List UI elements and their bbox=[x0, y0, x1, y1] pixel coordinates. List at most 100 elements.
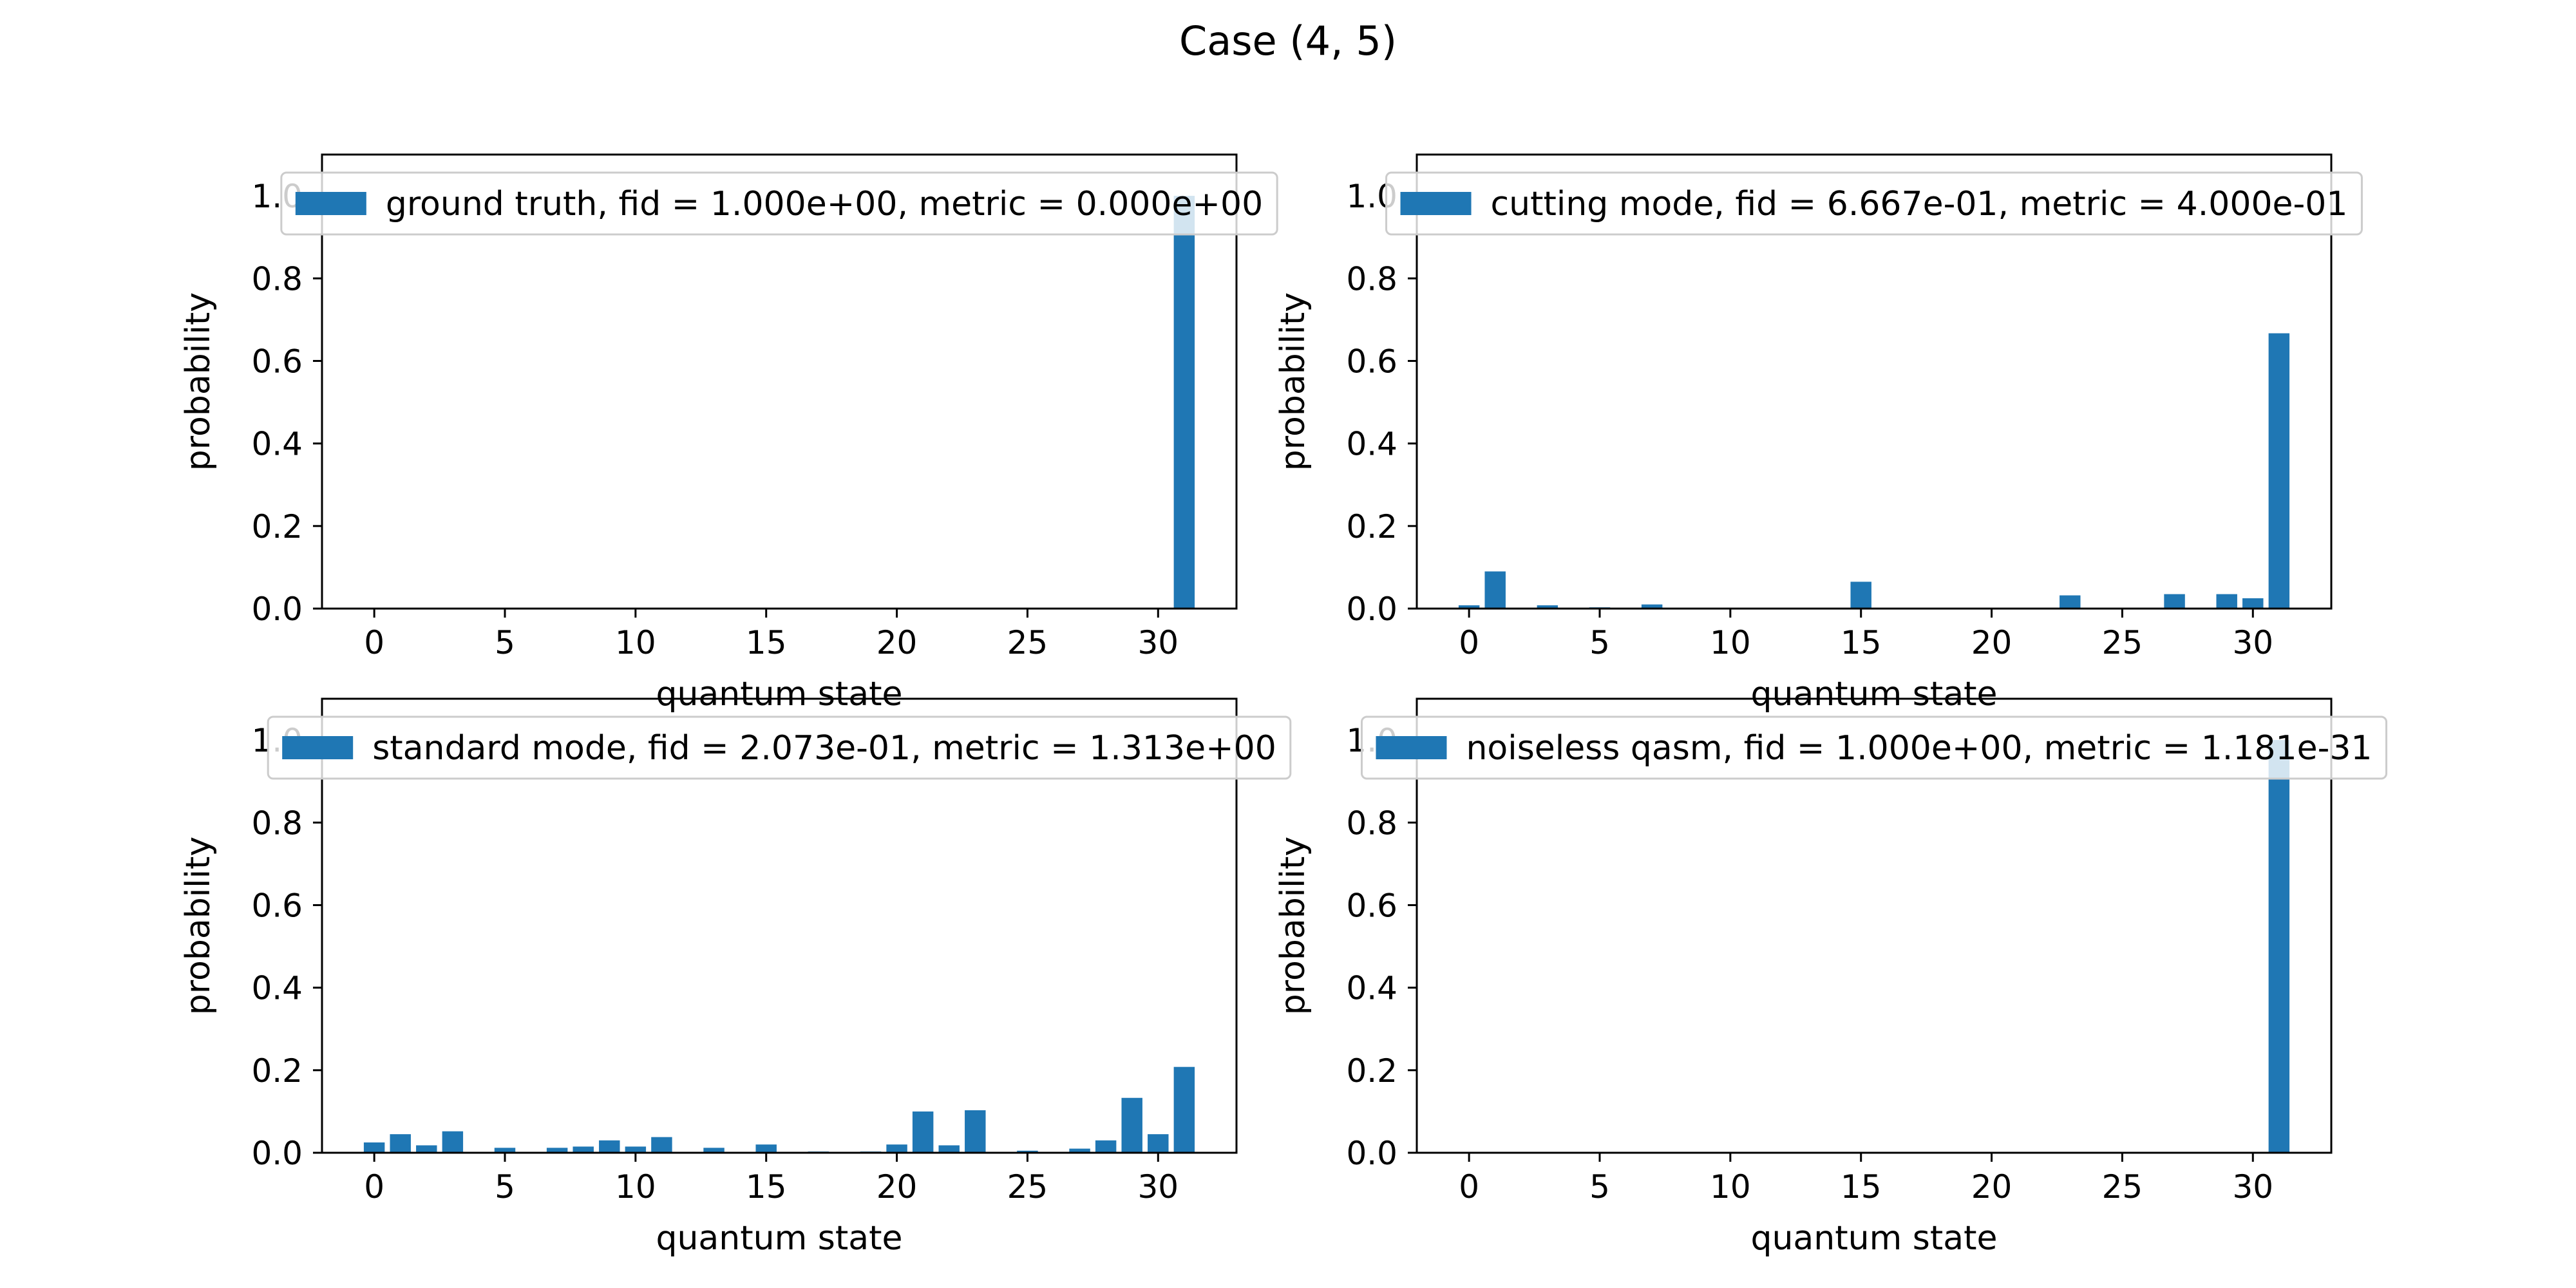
x-tick-label: 15 bbox=[1841, 624, 1882, 661]
x-tick-label: 30 bbox=[2232, 624, 2273, 661]
y-tick-label: 0.0 bbox=[1346, 591, 1397, 628]
bar-state-11 bbox=[651, 1137, 672, 1153]
x-tick-label: 10 bbox=[1710, 624, 1751, 661]
plot-frame bbox=[1416, 697, 2333, 1154]
y-tick-label: 0.2 bbox=[251, 1052, 303, 1090]
x-axis-label: quantum state bbox=[656, 1219, 902, 1258]
legend: standard mode, fid = 2.073e-01, metric =… bbox=[267, 715, 1292, 780]
legend-swatch bbox=[1376, 736, 1447, 759]
legend-label: cutting mode, fid = 6.667e-01, metric = … bbox=[1491, 185, 2348, 223]
bar-state-29 bbox=[1121, 1097, 1142, 1153]
bar-state-31 bbox=[2268, 740, 2290, 1153]
legend-swatch bbox=[295, 192, 366, 215]
bar-state-30 bbox=[2242, 598, 2264, 609]
bar-state-1 bbox=[390, 1134, 411, 1153]
bar-state-30 bbox=[1148, 1134, 1169, 1153]
x-tick-label: 0 bbox=[364, 1168, 384, 1206]
y-tick-label: 0.6 bbox=[1346, 343, 1397, 380]
legend-label: noiseless qasm, fid = 1.000e+00, metric … bbox=[1466, 729, 2372, 768]
x-tick-label: 15 bbox=[1841, 1168, 1882, 1206]
legend-swatch bbox=[1400, 192, 1472, 215]
y-tick-label: 0.2 bbox=[1346, 1052, 1397, 1090]
plot-frame bbox=[321, 153, 1238, 610]
bar-state-8 bbox=[573, 1146, 594, 1153]
x-tick-label: 20 bbox=[876, 624, 918, 661]
x-tick-label: 25 bbox=[1007, 624, 1048, 661]
x-tick-label: 5 bbox=[1589, 624, 1610, 661]
plot-frame bbox=[321, 697, 1238, 1154]
bar-state-7 bbox=[1641, 604, 1663, 609]
x-axis-label: quantum state bbox=[1750, 1219, 1997, 1258]
y-tick-label: 0.6 bbox=[1346, 887, 1397, 924]
y-tick-label: 0.8 bbox=[251, 804, 303, 842]
y-tick-label: 0.2 bbox=[1346, 508, 1397, 545]
legend-box bbox=[1385, 171, 2363, 236]
y-tick-label: 0.6 bbox=[251, 887, 303, 924]
legend-box bbox=[1360, 715, 2388, 780]
bar-state-27 bbox=[1069, 1148, 1090, 1153]
bar-state-29 bbox=[2216, 594, 2237, 609]
bar-state-31 bbox=[2268, 333, 2290, 609]
plot-frame bbox=[1416, 153, 2333, 610]
y-tick-label: 0.8 bbox=[1346, 804, 1397, 842]
y-axis-label: probability bbox=[179, 292, 218, 471]
bar-state-0 bbox=[363, 1142, 385, 1153]
y-tick-label: 0.8 bbox=[1346, 260, 1397, 298]
x-tick-label: 20 bbox=[1971, 624, 2012, 661]
y-tick-label: 0.6 bbox=[251, 343, 303, 380]
x-tick-label: 25 bbox=[2102, 1168, 2143, 1206]
bar-state-23 bbox=[965, 1110, 986, 1153]
x-tick-label: 0 bbox=[364, 624, 384, 661]
y-tick-label: 0.2 bbox=[251, 508, 303, 545]
y-axis-label: probability bbox=[179, 837, 218, 1015]
legend: cutting mode, fid = 6.667e-01, metric = … bbox=[1385, 171, 2363, 236]
bar-state-3 bbox=[1537, 605, 1558, 609]
legend-box bbox=[280, 171, 1278, 236]
bar-state-31 bbox=[1173, 196, 1195, 609]
bar-state-0 bbox=[1458, 605, 1480, 609]
x-tick-label: 0 bbox=[1459, 624, 1479, 661]
x-tick-label: 10 bbox=[1710, 1168, 1751, 1206]
x-axis-label: quantum state bbox=[656, 675, 902, 714]
bar-state-3 bbox=[442, 1131, 464, 1153]
x-tick-label: 10 bbox=[615, 624, 656, 661]
bar-state-15 bbox=[755, 1144, 777, 1153]
bar-state-31 bbox=[1173, 1066, 1195, 1153]
bar-state-25 bbox=[1017, 1150, 1038, 1153]
bar-state-20 bbox=[886, 1144, 907, 1153]
x-tick-label: 5 bbox=[495, 624, 515, 661]
bar-state-2 bbox=[416, 1145, 437, 1153]
bar-state-28 bbox=[1095, 1140, 1117, 1153]
legend-label: standard mode, fid = 2.073e-01, metric =… bbox=[372, 729, 1276, 768]
legend-swatch bbox=[282, 736, 354, 759]
y-tick-label: 0.8 bbox=[251, 260, 303, 298]
x-tick-label: 25 bbox=[1007, 1168, 1048, 1206]
x-tick-label: 0 bbox=[1459, 1168, 1479, 1206]
bar-state-21 bbox=[912, 1111, 934, 1153]
x-tick-label: 30 bbox=[2232, 1168, 2273, 1206]
x-tick-label: 15 bbox=[746, 1168, 787, 1206]
x-tick-label: 20 bbox=[1971, 1168, 2012, 1206]
legend: ground truth, fid = 1.000e+00, metric = … bbox=[280, 171, 1278, 236]
x-tick-label: 15 bbox=[746, 624, 787, 661]
x-tick-label: 30 bbox=[1137, 1168, 1179, 1206]
y-tick-label: 0.0 bbox=[251, 591, 303, 628]
y-tick-label: 0.0 bbox=[251, 1135, 303, 1172]
legend: noiseless qasm, fid = 1.000e+00, metric … bbox=[1360, 715, 2388, 780]
x-axis-label: quantum state bbox=[1750, 675, 1997, 714]
bar-state-23 bbox=[2060, 595, 2081, 609]
figure-title: Case (4, 5) bbox=[1179, 17, 1397, 64]
legend-box bbox=[267, 715, 1292, 780]
x-tick-label: 5 bbox=[1589, 1168, 1610, 1206]
x-tick-label: 5 bbox=[495, 1168, 515, 1206]
y-axis-label: probability bbox=[1274, 292, 1312, 471]
y-tick-label: 0.4 bbox=[251, 970, 303, 1007]
bar-state-9 bbox=[599, 1140, 620, 1153]
y-tick-label: 0.0 bbox=[1346, 1135, 1397, 1172]
y-tick-label: 0.4 bbox=[1346, 426, 1397, 463]
